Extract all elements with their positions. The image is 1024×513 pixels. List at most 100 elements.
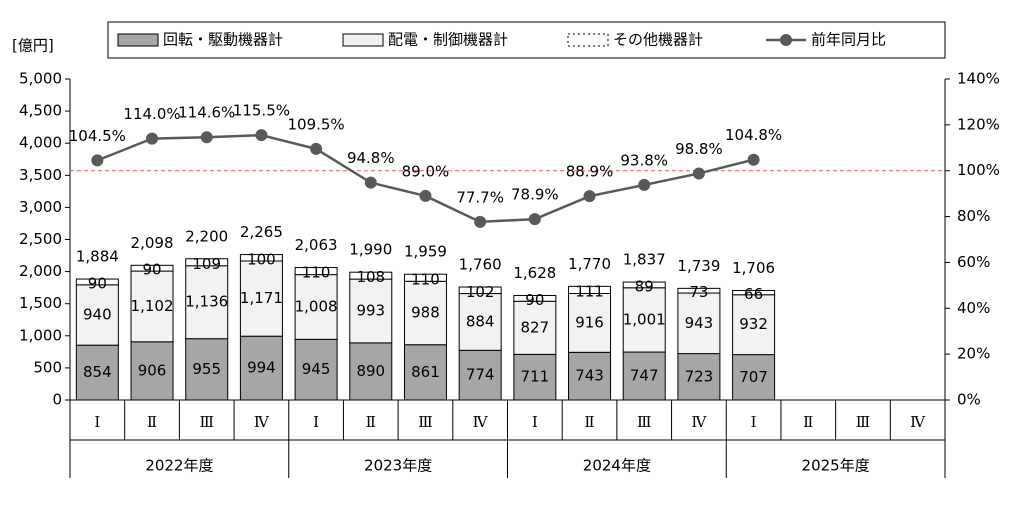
x-tick-label: Ⅲ: [637, 413, 651, 431]
bar-segment: [403, 280, 447, 346]
line-value-label: 93.8%: [620, 151, 668, 169]
y2-tick-label: 140%: [957, 70, 1000, 88]
line-value-label: 114.0%: [123, 105, 180, 123]
bar-value-label: 109: [192, 255, 221, 273]
line-point: [310, 142, 323, 155]
line-point: [692, 167, 705, 180]
legend-swatch: [567, 33, 609, 47]
bar-segment: [403, 344, 447, 401]
line-point: [146, 132, 159, 145]
y-tick-label: 4,000: [19, 134, 62, 152]
line-point: [583, 190, 596, 203]
bar-segment: [185, 258, 229, 267]
bar-value-label: 747: [630, 367, 659, 385]
line-point: [528, 213, 541, 226]
x-tick-label: Ⅳ: [910, 413, 926, 431]
line-value-label: 109.5%: [287, 115, 344, 133]
line-point: [91, 154, 104, 167]
x-tick-label: Ⅱ: [584, 413, 594, 431]
line-value-label: 115.5%: [233, 102, 290, 120]
x-tick-label: Ⅰ: [751, 413, 757, 431]
group-label: 2023年度: [364, 457, 432, 475]
line-value-label: 114.6%: [178, 104, 235, 122]
y-tick-label: 2,500: [19, 230, 62, 248]
total-label: 1,760: [459, 256, 502, 274]
y-tick-label: 1,000: [19, 326, 62, 344]
total-label: 2,098: [131, 234, 174, 252]
bar-value-label: 932: [739, 315, 768, 333]
bar-value-label: 743: [575, 367, 604, 385]
total-label: 1,959: [404, 243, 447, 261]
bar-segment: [294, 338, 338, 401]
bar-value-label: 102: [466, 283, 495, 301]
legend-label: その他機器計: [613, 31, 703, 49]
x-tick-label: Ⅰ: [532, 413, 538, 431]
y-tick-label: 4,500: [19, 102, 62, 120]
bar-segment: [75, 284, 119, 346]
bar-value-label: 854: [83, 363, 112, 381]
bar-segment: [568, 285, 612, 294]
bar-segment: [130, 264, 174, 272]
y-tick-label: 2,000: [19, 262, 62, 280]
bar-segment: [239, 254, 283, 262]
bar-value-label: 90: [142, 261, 161, 279]
bar-segment: [732, 294, 776, 356]
bar-segment: [622, 281, 666, 289]
bar-segment: [732, 290, 776, 296]
bar-segment: [75, 278, 119, 286]
bar-value-label: 89: [635, 277, 654, 295]
legend-label: 回転・駆動機器計: [163, 31, 283, 49]
bar-value-label: 711: [521, 368, 550, 386]
total-label: 1,706: [732, 259, 775, 277]
bar-value-label: 110: [411, 270, 440, 288]
y2-tick-label: 120%: [957, 115, 1000, 133]
bar-value-label: 707: [739, 368, 768, 386]
legend-marker: [780, 34, 792, 46]
x-tick-label: Ⅳ: [254, 413, 270, 431]
total-label: 2,265: [240, 223, 283, 241]
bar-segment: [458, 286, 502, 295]
x-tick-label: Ⅳ: [691, 413, 707, 431]
bar-segment: [403, 273, 447, 282]
bar-value-label: 73: [689, 283, 708, 301]
bar-segment: [349, 271, 393, 280]
y2-tick-label: 20%: [957, 345, 990, 363]
bar-value-label: 100: [247, 250, 276, 268]
bar-segment: [239, 260, 283, 337]
line-point: [638, 178, 651, 191]
bar-segment: [294, 274, 338, 340]
bar-value-label: 1,171: [240, 289, 283, 307]
bar-segment: [185, 338, 229, 401]
legend-label: 前年同月比: [811, 31, 886, 49]
bar-segment: [458, 349, 502, 401]
bar-segment: [622, 287, 666, 353]
line-point: [200, 131, 213, 144]
total-label: 1,837: [623, 251, 666, 269]
bar-value-label: 890: [356, 362, 385, 380]
y-tick-label: 500: [33, 358, 62, 376]
bar-value-label: 861: [411, 363, 440, 381]
line-point: [474, 215, 487, 228]
bar-value-label: 1,102: [131, 297, 174, 315]
bar-value-label: 1,008: [295, 297, 338, 315]
line-value-label: 77.7%: [456, 188, 504, 206]
line-point: [419, 189, 432, 202]
y-tick-label: 1,500: [19, 294, 62, 312]
bar-segment: [458, 293, 502, 351]
bar-value-label: 723: [685, 367, 714, 385]
bar-value-label: 90: [525, 291, 544, 309]
bar-segment: [513, 300, 557, 355]
bar-value-label: 940: [83, 305, 112, 323]
bar-value-label: 1,136: [185, 293, 228, 311]
x-tick-label: Ⅳ: [473, 413, 489, 431]
total-label: 2,063: [295, 236, 338, 254]
total-label: 1,739: [677, 257, 720, 275]
bar-value-label: 988: [411, 304, 440, 322]
x-tick-label: Ⅱ: [147, 413, 157, 431]
bar-segment: [130, 270, 174, 343]
y2-tick-label: 0%: [957, 391, 981, 409]
y2-tick-label: 40%: [957, 299, 990, 317]
x-tick-label: Ⅱ: [803, 413, 813, 431]
x-tick-label: Ⅰ: [94, 413, 100, 431]
